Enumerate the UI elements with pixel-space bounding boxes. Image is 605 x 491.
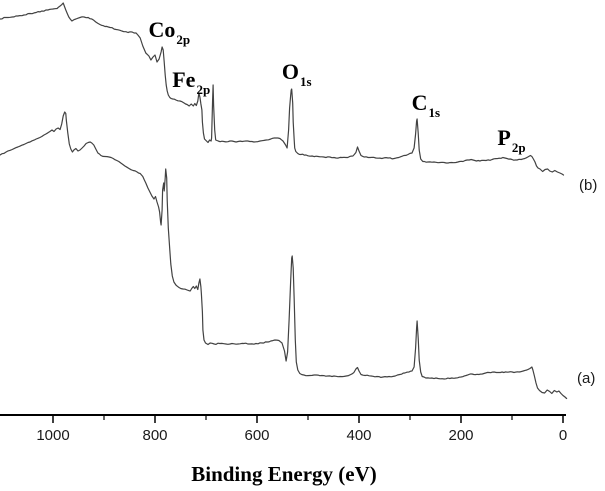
peak-label-co2p-orbital-subscript: 2p <box>176 32 190 47</box>
peak-label-fe2p-element: Fe <box>172 67 195 92</box>
curve-label-b: (b) <box>579 177 597 194</box>
peak-label-fe2p-orbital-subscript: 2p <box>196 82 210 97</box>
spectrum-b-line <box>0 2 565 176</box>
curve-label-a: (a) <box>577 370 595 387</box>
x-tick-label: 1000 <box>36 427 69 444</box>
peak-label-c1s-orbital-subscript: 1s <box>428 105 440 120</box>
x-tick-label: 200 <box>448 427 473 444</box>
spectrum-a-line <box>0 111 568 400</box>
peak-label-o1s-orbital-subscript: 1s <box>300 74 312 89</box>
peak-label-p2p-orbital-subscript: 2p <box>512 140 526 155</box>
x-tick-label: 400 <box>346 427 371 444</box>
x-tick-label: 600 <box>244 427 269 444</box>
peak-label-co2p-element: Co <box>148 17 175 42</box>
x-tick-label: 0 <box>559 427 567 444</box>
x-axis-title: Binding Energy (eV) <box>191 462 377 486</box>
peak-label-o1s: O1s <box>282 59 312 89</box>
peak-label-c1s-element: C <box>412 90 428 115</box>
peak-label-co2p: Co2p <box>148 17 190 47</box>
x-tick-label: 800 <box>142 427 167 444</box>
peak-label-p2p: P2p <box>497 125 525 155</box>
peak-label-o1s-element: O <box>282 59 299 84</box>
peak-label-p2p-element: P <box>497 125 510 150</box>
peak-label-c1s: C1s <box>412 90 440 120</box>
peak-label-fe2p: Fe2p <box>172 67 210 97</box>
